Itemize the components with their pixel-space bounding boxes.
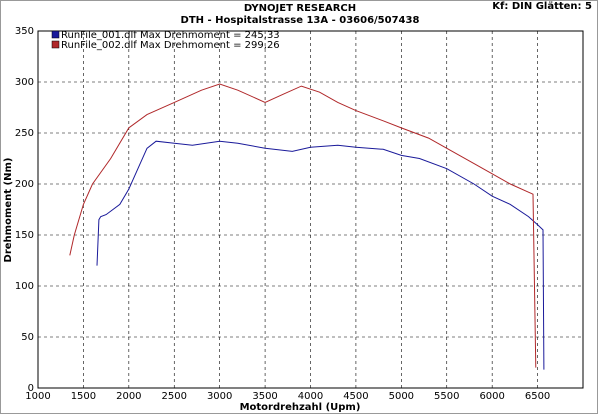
y-tick-label: 150 (15, 230, 34, 241)
x-tick-label: 3500 (252, 391, 277, 402)
x-tick-label: 6500 (525, 391, 550, 402)
chart-subtitle: DTH - Hospitalstrasse 13A - 03606/507438 (181, 15, 420, 26)
x-tick-label: 1500 (71, 391, 96, 402)
x-tick-label: 2000 (116, 391, 141, 402)
x-tick-label: 5000 (389, 391, 414, 402)
legend-swatch (51, 40, 60, 49)
legend-swatch (51, 30, 60, 39)
y-tick-label: 250 (15, 128, 34, 139)
legend-label: RunFile_002.dlf Max Drehmoment = 299,26 (61, 40, 280, 51)
y-tick-label: 0 (28, 383, 34, 394)
x-tick-label: 4500 (343, 391, 368, 402)
x-tick-label: 6000 (479, 391, 504, 402)
x-tick-label: 2500 (162, 391, 187, 402)
x-axis-label: Motordrehzahl (Upm) (240, 402, 361, 413)
chart-title: DYNOJET RESEARCH (244, 3, 356, 14)
series-line (69, 83, 537, 368)
settings-note: Kf: DIN Glätten: 5 (492, 1, 592, 12)
legend-label: RunFile_001.dlf Max Drehmoment = 245,33 (61, 30, 280, 41)
x-tick-label: 5500 (434, 391, 459, 402)
x-tick-label: 1000 (25, 391, 50, 402)
x-tick-label: 3000 (207, 391, 232, 402)
y-tick-label: 100 (15, 281, 34, 292)
y-tick-label: 200 (15, 179, 34, 190)
x-tick-label: 4000 (298, 391, 323, 402)
y-axis-label: Drehmoment (Nm) (3, 158, 14, 263)
y-tick-label: 350 (15, 26, 34, 37)
y-tick-label: 300 (15, 77, 34, 88)
series-line (96, 140, 545, 370)
plot-frame (37, 30, 584, 389)
y-tick-label: 50 (21, 332, 34, 343)
